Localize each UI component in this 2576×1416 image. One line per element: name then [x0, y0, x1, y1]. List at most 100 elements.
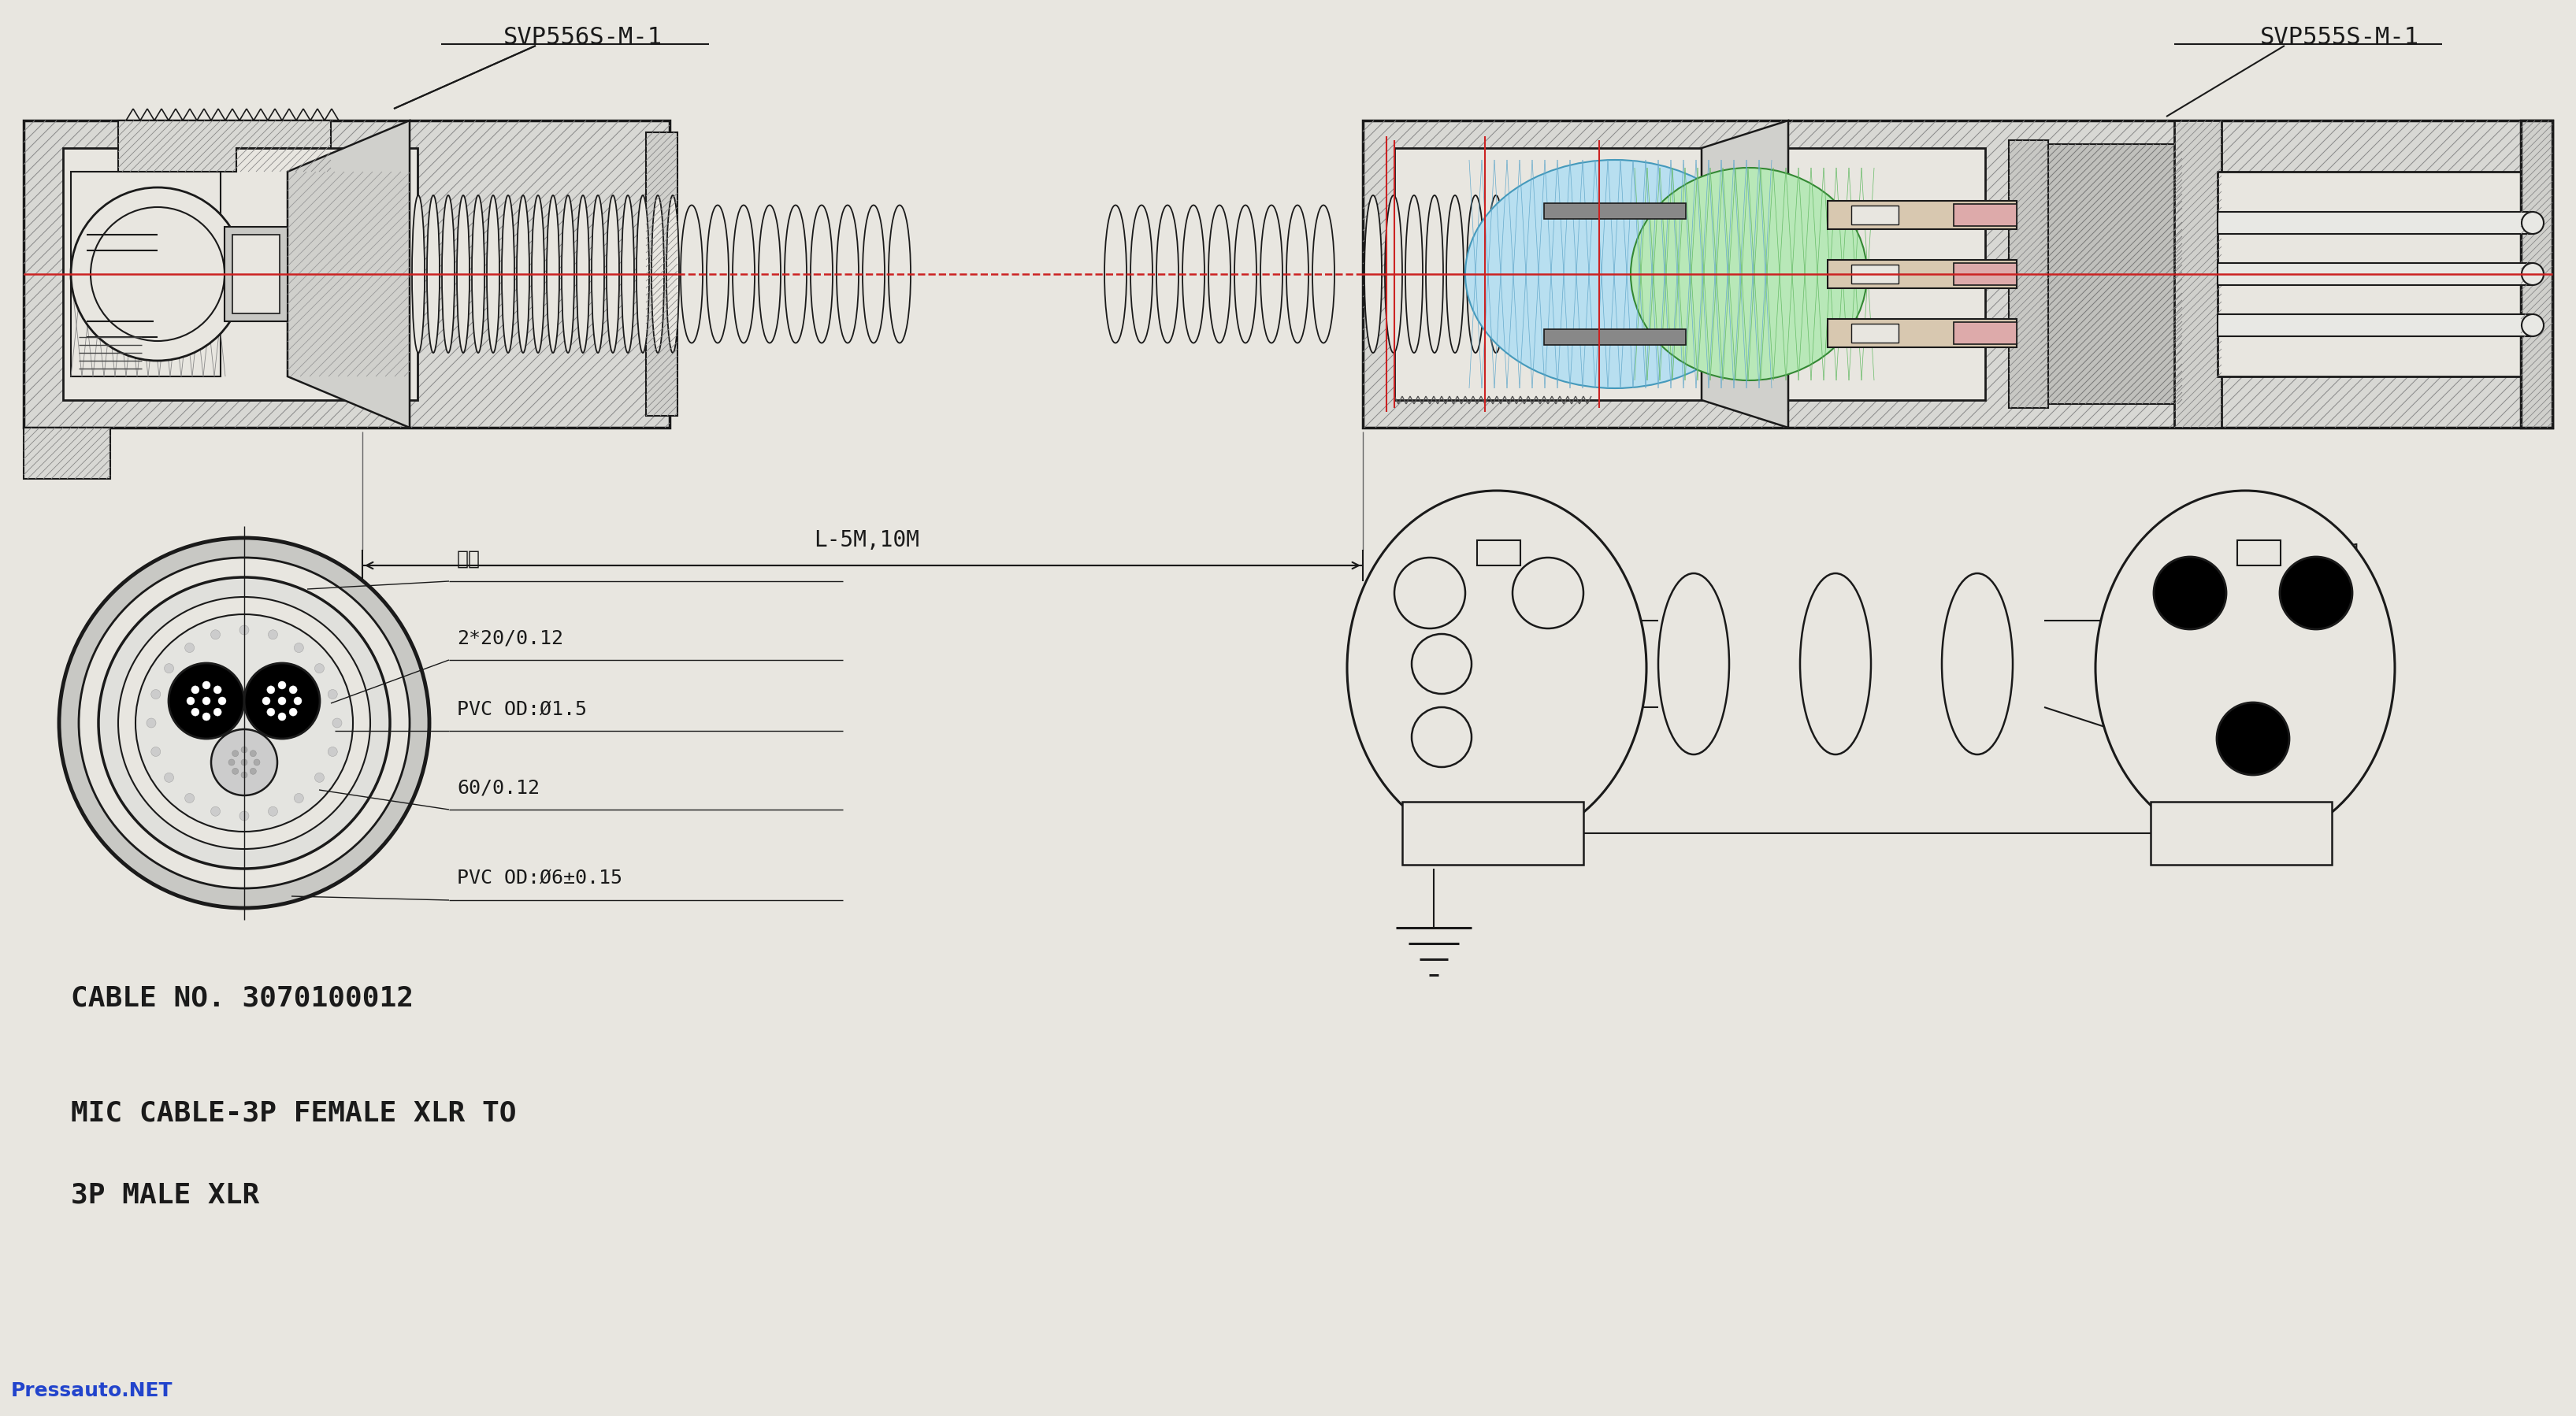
- Circle shape: [204, 681, 211, 690]
- Circle shape: [137, 615, 353, 831]
- Ellipse shape: [1285, 205, 1309, 343]
- Bar: [2174, 120, 2221, 428]
- Ellipse shape: [811, 205, 832, 343]
- Ellipse shape: [1942, 573, 2012, 755]
- Ellipse shape: [1347, 490, 1646, 845]
- Ellipse shape: [621, 195, 634, 353]
- Text: 60/0.12: 60/0.12: [456, 777, 538, 797]
- Circle shape: [185, 697, 196, 705]
- Circle shape: [1394, 558, 1466, 629]
- Text: PVC OD:Ø6±0.15: PVC OD:Ø6±0.15: [456, 868, 623, 888]
- Bar: [1363, 120, 2553, 428]
- Circle shape: [314, 664, 325, 673]
- Ellipse shape: [1507, 195, 1525, 353]
- Ellipse shape: [502, 195, 515, 353]
- Text: 1: 1: [2349, 544, 2360, 559]
- Circle shape: [98, 578, 389, 868]
- Ellipse shape: [1801, 573, 1870, 755]
- Circle shape: [204, 712, 211, 721]
- Circle shape: [191, 708, 198, 716]
- Circle shape: [214, 708, 222, 716]
- Bar: [23, 428, 111, 479]
- Circle shape: [332, 718, 343, 728]
- Bar: [647, 132, 677, 416]
- Circle shape: [219, 697, 227, 705]
- Circle shape: [1412, 634, 1471, 694]
- Circle shape: [250, 767, 255, 775]
- Bar: [1826, 319, 2017, 347]
- Text: MIC CABLE-3P FEMALE XLR TO: MIC CABLE-3P FEMALE XLR TO: [72, 1099, 515, 1126]
- Ellipse shape: [428, 195, 440, 353]
- Circle shape: [1512, 558, 1584, 629]
- Bar: [1826, 261, 2017, 289]
- Text: 3: 3: [2295, 704, 2306, 719]
- Circle shape: [289, 708, 296, 716]
- Ellipse shape: [592, 195, 605, 353]
- Bar: [1953, 321, 2017, 344]
- Circle shape: [242, 772, 247, 777]
- Ellipse shape: [837, 205, 858, 343]
- Ellipse shape: [1427, 195, 1443, 353]
- Circle shape: [211, 729, 278, 796]
- Ellipse shape: [889, 205, 912, 343]
- Bar: [2151, 801, 2331, 865]
- Circle shape: [204, 697, 211, 705]
- Ellipse shape: [667, 195, 680, 353]
- Circle shape: [211, 630, 219, 639]
- Circle shape: [240, 811, 250, 821]
- Bar: [1852, 265, 1899, 283]
- Text: Pressauto.NET: Pressauto.NET: [10, 1382, 173, 1400]
- Ellipse shape: [757, 205, 781, 343]
- Ellipse shape: [1610, 195, 1628, 353]
- Ellipse shape: [605, 195, 618, 353]
- Circle shape: [2522, 263, 2543, 285]
- Ellipse shape: [680, 205, 703, 343]
- Ellipse shape: [1548, 195, 1566, 353]
- Ellipse shape: [1182, 205, 1206, 343]
- Circle shape: [229, 759, 234, 766]
- Ellipse shape: [652, 195, 665, 353]
- Circle shape: [252, 759, 260, 766]
- Circle shape: [152, 690, 160, 700]
- Bar: [2009, 140, 2048, 408]
- Bar: [1826, 201, 2017, 229]
- Ellipse shape: [636, 195, 649, 353]
- Circle shape: [268, 685, 276, 694]
- Ellipse shape: [471, 195, 484, 353]
- Ellipse shape: [1105, 205, 1126, 343]
- Circle shape: [268, 708, 276, 716]
- Ellipse shape: [1528, 195, 1546, 353]
- Bar: [1543, 329, 1685, 346]
- Ellipse shape: [1486, 195, 1504, 353]
- Circle shape: [80, 558, 410, 888]
- Circle shape: [245, 663, 319, 739]
- Bar: [2522, 120, 2553, 428]
- Ellipse shape: [1569, 195, 1587, 353]
- Bar: [2040, 144, 2182, 404]
- Bar: [2040, 144, 2182, 404]
- Bar: [1543, 202, 1685, 219]
- Bar: [1953, 204, 2017, 227]
- Circle shape: [232, 767, 240, 775]
- Circle shape: [2218, 702, 2290, 775]
- Ellipse shape: [546, 195, 559, 353]
- Circle shape: [185, 643, 193, 653]
- Circle shape: [242, 746, 247, 753]
- Ellipse shape: [1260, 205, 1283, 343]
- Text: 3: 3: [1504, 636, 1515, 653]
- Ellipse shape: [577, 195, 590, 353]
- Text: SVP555S-M-1: SVP555S-M-1: [2259, 27, 2419, 50]
- Ellipse shape: [518, 195, 531, 353]
- Bar: [232, 235, 281, 313]
- Circle shape: [2280, 556, 2352, 629]
- Polygon shape: [289, 120, 410, 428]
- Ellipse shape: [1659, 573, 1728, 755]
- Ellipse shape: [1311, 205, 1334, 343]
- Circle shape: [278, 712, 286, 721]
- Ellipse shape: [1631, 167, 1868, 381]
- Bar: [23, 120, 670, 428]
- Ellipse shape: [412, 195, 425, 353]
- Ellipse shape: [1234, 205, 1257, 343]
- Text: PVC OD:Ø1.5: PVC OD:Ø1.5: [456, 700, 587, 718]
- Circle shape: [294, 643, 304, 653]
